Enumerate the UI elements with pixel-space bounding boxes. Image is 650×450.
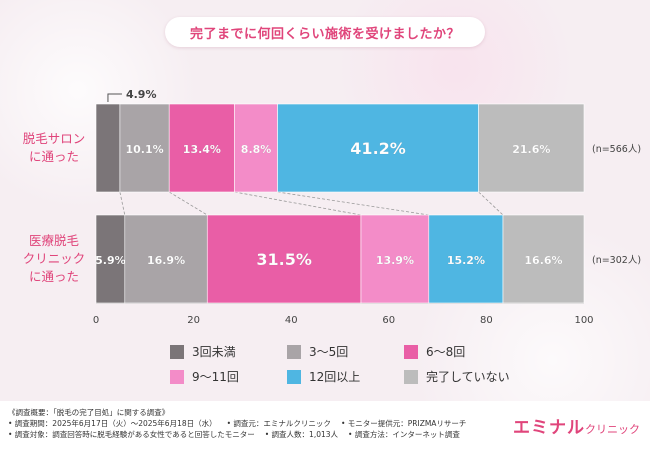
legend-swatch [287,369,301,384]
bar-segment [206,214,362,304]
bar-segment [428,214,504,304]
row-label: に通った [29,149,79,164]
bar-segment [95,103,121,193]
legend-swatch [404,344,418,359]
x-tick-label: 20 [187,315,200,326]
note-text: • 調査人数：1,013人 [264,430,339,439]
bar-segment [502,214,585,304]
connector-line [478,191,504,216]
legend-label: 3回未満 [192,345,236,359]
chart-title: 完了までに何回くらい施術を受けましたか？ [165,17,485,47]
legend-swatch [170,369,184,384]
data-label: 4.9% [126,88,157,101]
connector-line [234,191,362,216]
legend-swatch [404,369,418,384]
brand-logo: エミナルクリニック [513,413,640,438]
note-line: • 調査期間：2025年6月17日（火）〜2025年6月18日（水） • 調査元：… [8,418,466,429]
bar-segment [277,103,479,193]
x-tick-label: 40 [285,315,298,326]
legend-item: 3回未満 [170,343,275,360]
data-label: 13.4% [183,143,221,156]
brand-sub: クリニック [585,423,640,436]
bar-segment [478,103,585,193]
note-text: • 調査対象：調査回答時に脱毛経験がある女性であると回答したモニター [8,430,255,439]
sample-size-label: (n=566人) [592,144,641,155]
data-label: 21.6% [512,143,550,156]
stacked-bar-chart: 0 20 40 60 80 100 4.9% 10.1% 13.4% 8.8% 41.2% 21.6%… [23,88,641,326]
legend-label: 9〜11回 [192,370,239,384]
data-label: 10.1% [125,143,163,156]
data-label: 31.5% [256,250,312,269]
connector-line [277,191,429,216]
legend-swatch [170,344,184,359]
note-text: • モニター提供元：PRIZMAリサーチ [340,419,467,428]
legend-label: 完了していない [426,370,510,384]
bar-segment [119,103,170,193]
note-text: • 調査方法：インターネット調査 [348,430,460,439]
bar-segment [234,103,278,193]
legend-item: 完了していない [404,368,514,385]
x-tick-label: 80 [480,315,493,326]
data-label: 13.9% [376,254,414,267]
footer: 《調査概要：「脱毛の完了目処」に関する調査》 • 調査期間：2025年6月17日（… [0,401,650,450]
data-label: 41.2% [350,139,406,158]
bar-segment [360,214,430,304]
legend-label: 3〜5回 [309,345,349,359]
brand-main: エミナル [513,418,585,438]
connector-line [119,191,126,216]
note-text: • 調査元：エミナルクリニック [226,419,331,428]
callout-line [107,93,122,102]
bar-segment [95,214,126,304]
note-line: 《調査概要：「脱毛の完了目処」に関する調査》 [8,407,466,418]
survey-notes: 《調査概要：「脱毛の完了目処」に関する調査》 • 調査期間：2025年6月17日（… [8,407,466,440]
x-tick-label: 60 [382,315,395,326]
connector-line [168,191,208,216]
data-label: 16.9% [147,254,185,267]
row-label: 医療脱毛 [29,233,80,248]
legend-item: 3〜5回 [287,343,392,360]
legend-label: 12回以上 [309,370,361,384]
note-text: • 調査期間：2025年6月17日（火）〜2025年6月18日（水） [8,419,217,428]
row-label: 脱毛サロン [23,131,86,146]
data-label: 8.8% [241,143,272,156]
sample-size-label: (n=302人) [592,255,641,266]
legend-item: 12回以上 [287,368,392,385]
x-tick-label: 100 [574,315,593,326]
x-tick-label: 0 [93,315,99,326]
data-label: 5.9% [95,254,126,267]
data-label: 15.2% [447,254,485,267]
legend-item: 9〜11回 [170,368,275,385]
legend: 3回未満 3〜5回 6〜8回 9〜11回 12回以上 完了していない [170,343,510,385]
note-line: • 調査対象：調査回答時に脱毛経験がある女性であると回答したモニター • 調査人数… [8,429,466,440]
legend-swatch [287,344,301,359]
note-text: 《調査概要：「脱毛の完了目処」に関する調査》 [8,408,170,417]
legend-item: 6〜8回 [404,343,514,360]
legend-label: 6〜8回 [426,345,466,359]
row-label: クリニック [23,251,86,266]
row-label: に通った [29,269,79,284]
data-label: 16.6% [524,254,562,267]
bar-segment [168,103,235,193]
